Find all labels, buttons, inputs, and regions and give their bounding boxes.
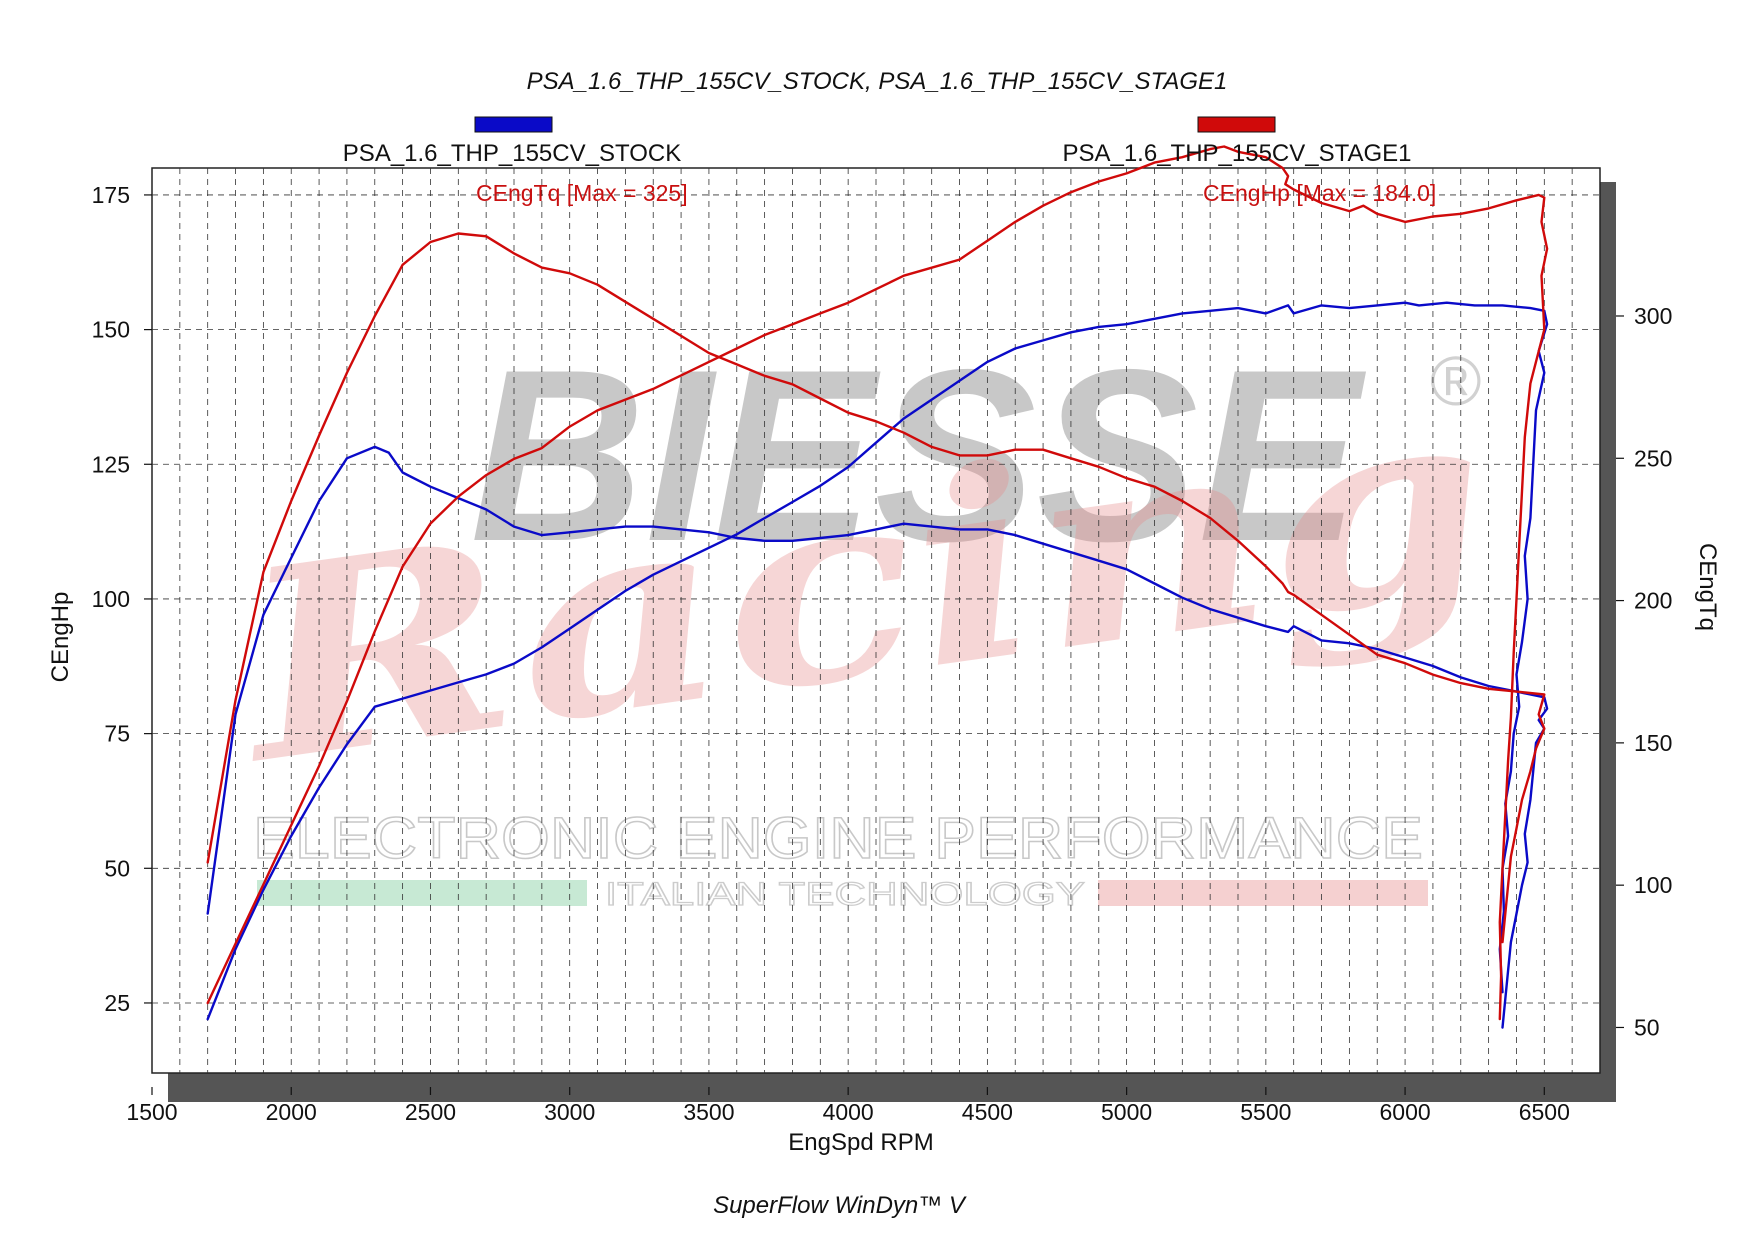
- watermark-red-bar: [1098, 880, 1428, 906]
- y2-tick-label: 250: [1634, 445, 1672, 471]
- watermark-green-bar: [257, 880, 587, 906]
- y2-axis-title: CEngTq: [1694, 543, 1721, 631]
- y-tick-label: 100: [92, 586, 130, 612]
- grid: [152, 168, 1600, 1073]
- x-tick-label: 1500: [126, 1099, 177, 1125]
- x-tick-label: 2000: [266, 1099, 317, 1125]
- x-tick-label: 5500: [1240, 1099, 1291, 1125]
- series-line-stock-power: [206, 301, 1549, 1021]
- x-tick-label: 4500: [962, 1099, 1013, 1125]
- x-tick-label: 5000: [1101, 1099, 1152, 1125]
- x-axis-title: EngSpd RPM: [788, 1129, 933, 1156]
- x-tick-label: 3500: [683, 1099, 734, 1125]
- legend-swatch-stock: [474, 116, 553, 133]
- y2-tick-label: 200: [1634, 588, 1672, 614]
- chart-title: PSA_1.6_THP_155CV_STOCK, PSA_1.6_THP_155…: [527, 68, 1228, 95]
- torque-max-annotation: CEngTq [Max = 325]: [476, 180, 688, 206]
- y-tick-label: 75: [104, 721, 130, 747]
- x-tick-label: 6000: [1379, 1099, 1430, 1125]
- series-line-stage1-power: [206, 145, 1549, 1021]
- y2-tick-label: 300: [1634, 303, 1672, 329]
- legend-swatch-stage1: [1197, 116, 1276, 133]
- y2-tick-label: 150: [1634, 730, 1672, 756]
- x-tick-label: 3000: [544, 1099, 595, 1125]
- legend-label-stage1: PSA_1.6_THP_155CV_STAGE1: [1062, 140, 1411, 167]
- axes: 1500 2000 2500 3000 3500 4000 4500 5000 5500 6000…: [92, 182, 1673, 1125]
- watermark-tagline: ELECTRONIC ENGINE PERFORMANCE: [253, 806, 1423, 871]
- y-tick-label: 150: [92, 317, 130, 343]
- watermark-subtagline: ITALIAN TECHNOLOGY: [605, 876, 1085, 912]
- watermark-registered: ®: [1430, 342, 1482, 420]
- series-line-stage1-torque: [206, 232, 1546, 944]
- y2-tick-label: 50: [1634, 1014, 1660, 1040]
- x-tick-label: 6500: [1519, 1099, 1570, 1125]
- y2-tick-label: 100: [1634, 872, 1672, 898]
- series-lines: [206, 145, 1549, 1029]
- y-axis-title: CEngHp: [47, 592, 74, 683]
- watermark-brand: BIESSE: [470, 318, 1367, 592]
- y-tick-label: 125: [92, 451, 130, 477]
- y-tick-label: 25: [104, 990, 130, 1016]
- x-tick-label: 4000: [823, 1099, 874, 1125]
- y-tick-label: 175: [92, 182, 130, 208]
- legend-label-stock: PSA_1.6_THP_155CV_STOCK: [343, 140, 681, 167]
- footer-text: SuperFlow WinDyn™ V: [713, 1192, 967, 1219]
- power-max-annotation: CEngHp [Max = 184.0]: [1203, 180, 1436, 206]
- x-tick-label: 2500: [405, 1099, 456, 1125]
- y-tick-label: 50: [104, 855, 130, 881]
